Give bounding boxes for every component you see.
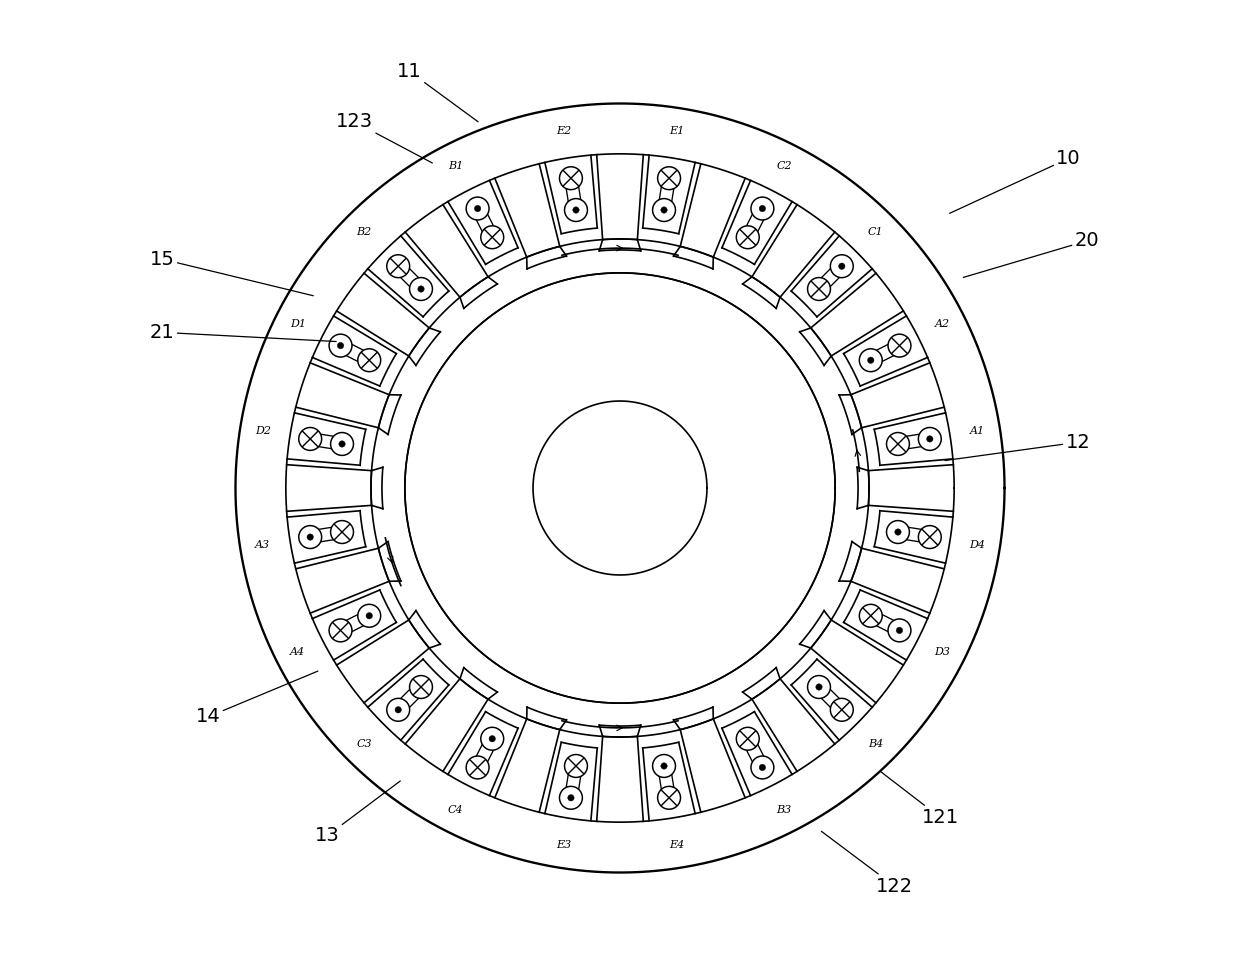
Circle shape [751, 197, 774, 220]
Circle shape [337, 343, 343, 348]
Text: 122: 122 [821, 832, 913, 896]
Circle shape [418, 286, 424, 292]
Circle shape [366, 613, 372, 619]
Circle shape [657, 787, 681, 809]
Circle shape [329, 334, 352, 357]
Circle shape [737, 727, 759, 751]
Text: B2: B2 [357, 227, 372, 237]
Circle shape [888, 619, 911, 642]
Circle shape [387, 699, 409, 721]
Circle shape [859, 604, 882, 628]
Circle shape [559, 167, 583, 189]
Text: 14: 14 [196, 671, 317, 726]
Text: E3: E3 [556, 840, 572, 850]
Circle shape [466, 197, 489, 220]
Circle shape [652, 198, 676, 222]
Circle shape [409, 277, 433, 301]
Text: C1: C1 [868, 227, 884, 237]
Text: A4: A4 [290, 647, 305, 657]
Text: C3: C3 [356, 739, 372, 749]
Circle shape [489, 736, 496, 742]
Circle shape [396, 707, 402, 713]
Circle shape [481, 225, 503, 249]
Text: D1: D1 [290, 319, 306, 329]
Circle shape [236, 103, 1004, 873]
Circle shape [564, 754, 588, 778]
Circle shape [926, 435, 932, 442]
Text: E2: E2 [556, 126, 572, 136]
Circle shape [573, 207, 579, 213]
Circle shape [895, 529, 901, 535]
Circle shape [329, 619, 352, 642]
Circle shape [466, 756, 489, 779]
Text: 21: 21 [150, 323, 336, 342]
Circle shape [358, 604, 381, 628]
Text: 123: 123 [336, 112, 433, 163]
Circle shape [568, 794, 574, 801]
Text: E1: E1 [668, 126, 684, 136]
Circle shape [897, 628, 903, 633]
Circle shape [831, 255, 853, 277]
Text: C4: C4 [448, 805, 464, 815]
Circle shape [475, 205, 481, 212]
Circle shape [751, 756, 774, 779]
Circle shape [331, 520, 353, 544]
Circle shape [759, 205, 765, 212]
Circle shape [331, 432, 353, 456]
Circle shape [807, 675, 831, 699]
Circle shape [919, 427, 941, 450]
Circle shape [888, 334, 911, 357]
Circle shape [559, 787, 583, 809]
Text: 13: 13 [315, 781, 401, 845]
Text: A2: A2 [935, 319, 950, 329]
Circle shape [299, 526, 321, 549]
Text: E4: E4 [668, 840, 684, 850]
Text: C2: C2 [776, 161, 792, 171]
Circle shape [299, 427, 321, 450]
Circle shape [737, 225, 759, 249]
Text: A3: A3 [255, 540, 270, 549]
Circle shape [564, 198, 588, 222]
Circle shape [838, 263, 844, 269]
Circle shape [807, 277, 831, 301]
Circle shape [533, 401, 707, 575]
Text: A1: A1 [970, 427, 985, 436]
Circle shape [339, 441, 345, 447]
Text: 20: 20 [963, 231, 1099, 277]
Circle shape [759, 764, 765, 771]
Text: D4: D4 [970, 540, 985, 549]
Circle shape [661, 207, 667, 213]
Circle shape [358, 348, 381, 372]
Text: D2: D2 [255, 427, 270, 436]
Text: B1: B1 [448, 161, 464, 171]
Text: B4: B4 [868, 739, 883, 749]
Circle shape [387, 255, 409, 277]
Circle shape [661, 763, 667, 769]
Text: 12: 12 [945, 432, 1090, 461]
Circle shape [868, 357, 874, 363]
Circle shape [816, 684, 822, 690]
Circle shape [831, 699, 853, 721]
Circle shape [481, 727, 503, 751]
Circle shape [887, 520, 909, 544]
Text: 10: 10 [950, 149, 1081, 214]
Text: 11: 11 [397, 61, 479, 122]
Text: D3: D3 [934, 647, 950, 657]
Circle shape [404, 273, 836, 703]
Circle shape [657, 167, 681, 189]
Circle shape [919, 526, 941, 549]
Circle shape [887, 432, 909, 456]
Text: B3: B3 [776, 805, 792, 815]
Circle shape [859, 348, 882, 372]
Text: 121: 121 [880, 772, 959, 827]
Circle shape [652, 754, 676, 778]
Circle shape [409, 675, 433, 699]
Circle shape [308, 534, 314, 541]
Text: 15: 15 [150, 250, 314, 296]
